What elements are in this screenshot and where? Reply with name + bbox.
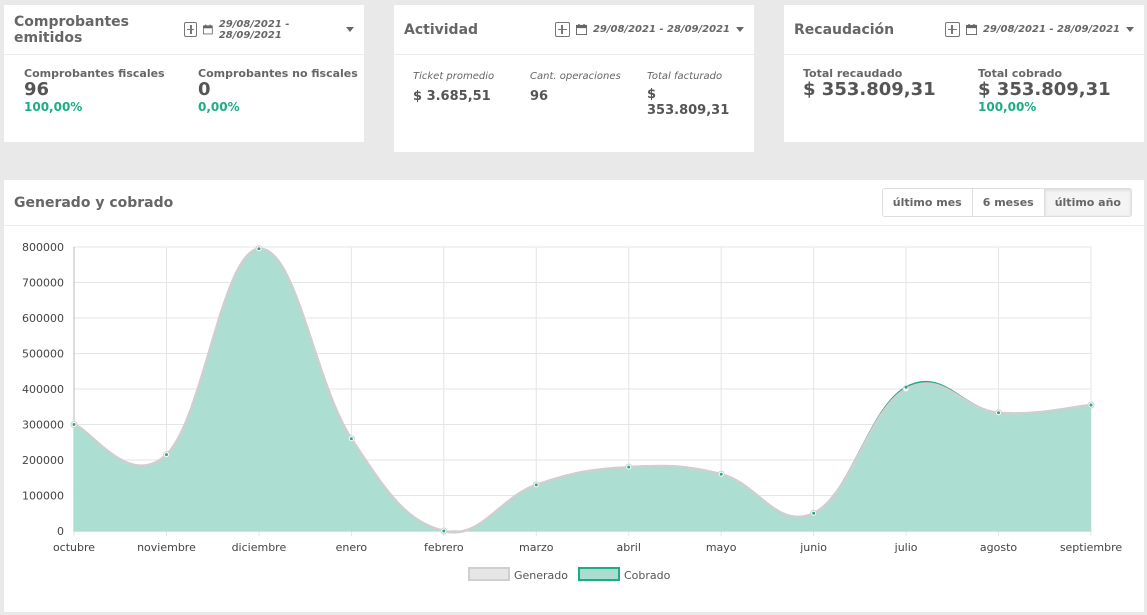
card-header: Comprobantes emitidos 29/08/2021 - 28/09… (4, 5, 364, 55)
x-tick-label: enero (336, 541, 368, 554)
card-tools: 29/08/2021 - 28/09/2021 (183, 18, 354, 41)
stat-label: Comprobantes no fiscales (198, 67, 358, 80)
card-title: Recaudación (794, 21, 895, 38)
chart-panel-header: Generado y cobrado (4, 180, 1144, 226)
stat-percentage: 100,00% (24, 100, 83, 114)
stat-value-cont: 353.809,31 (647, 103, 730, 118)
plus-icon[interactable] (944, 22, 960, 37)
stat-label: Total facturado (647, 71, 723, 82)
legend-label-cobrado: Cobrado (624, 569, 671, 582)
cobrado-point (904, 385, 908, 389)
actividad-card: Actividad 29/08/2021 - 28/09/2021 Ticket… (394, 5, 754, 152)
x-tick-label: diciembre (232, 541, 287, 554)
area-chart: 0 100000 200000 300000 400000 500000 600000 700… (22, 241, 1123, 582)
y-tick-label: 0 (57, 525, 64, 538)
x-tick-label: septiembre (1060, 541, 1123, 554)
y-tick-label: 200000 (22, 454, 64, 467)
stat-value: 96 (530, 89, 549, 104)
calendar-icon (203, 24, 213, 35)
card-header: Recaudación 29/08/2021 - 28/09/2021 (784, 5, 1144, 55)
stat-label: Total recaudado (803, 67, 903, 80)
last-year-button[interactable]: último año (1044, 189, 1131, 216)
stat-label: Comprobantes fiscales (24, 67, 165, 80)
card-title: Comprobantes emitidos (14, 13, 129, 46)
y-tick-label: 700000 (22, 277, 64, 290)
x-tick-label: mayo (706, 541, 737, 554)
cobrado-point (257, 247, 261, 251)
stat-value: $ 353.809,31 (803, 79, 936, 100)
six-months-button[interactable]: 6 meses (972, 189, 1045, 216)
plus-icon[interactable] (183, 22, 198, 37)
date-range-picker[interactable]: 29/08/2021 - 28/09/2021 (218, 18, 290, 41)
recaudacion-card: Recaudación 29/08/2021 - 28/09/2021 Tota… (784, 5, 1144, 142)
cobrado-point (719, 472, 723, 476)
cobrado-point (627, 465, 631, 469)
cobrado-point (442, 529, 446, 533)
card-header: Actividad 29/08/2021 - 28/09/2021 (394, 5, 754, 55)
cobrado-point (72, 423, 76, 426)
chart-panel-title: Generado y cobrado (14, 194, 174, 211)
cobrado-point (812, 511, 816, 515)
x-tick-label: agosto (980, 541, 1017, 554)
chart-panel: Generado y cobrado último mes 6 meses úl… (4, 180, 1144, 612)
y-tick-label: 300000 (22, 419, 64, 432)
stat-ticket-promedio: Ticket promedio $ 3.685,51 (413, 71, 494, 107)
x-tick-label: abril (617, 541, 641, 554)
cobrado-point (1089, 403, 1093, 407)
legend-swatch-generado (468, 567, 510, 581)
legend-label-generado: Generado (514, 569, 568, 582)
x-tick-label: julio (894, 541, 918, 554)
y-tick-label: 800000 (22, 241, 64, 254)
stat-no-fiscales: Comprobantes no fiscales 0 0,00% (198, 67, 358, 114)
stat-label: Total cobrado (978, 67, 1063, 80)
stat-fiscales: Comprobantes fiscales 96 100,00% (24, 67, 165, 114)
stat-value: $ 3.685,51 (413, 89, 491, 104)
stat-label: Cant. operaciones (530, 71, 621, 82)
cobrado-area (74, 248, 1091, 533)
stat-value: 96 (24, 79, 50, 100)
calendar-icon (965, 24, 977, 35)
stat-label: Ticket promedio (413, 71, 495, 82)
x-tick-label: octubre (53, 541, 95, 554)
stat-total-facturado: Total facturado $ 353.809,31 (647, 71, 729, 119)
stat-percentage: 0,00% (198, 100, 240, 114)
plus-icon[interactable] (554, 22, 570, 37)
x-tick-label: noviembre (137, 541, 196, 554)
stat-value: $ 353.809,31 (978, 79, 1111, 100)
stat-cant-operaciones: Cant. operaciones 96 (530, 71, 621, 107)
stat-total-recaudado: Total recaudado $ 353.809,31 (803, 67, 936, 100)
cobrado-point (534, 483, 538, 487)
legend-swatch-cobrado (578, 567, 620, 581)
calendar-icon (575, 24, 587, 35)
card-title: Actividad (404, 21, 479, 38)
stat-value: $ (647, 87, 657, 102)
y-tick-label: 500000 (22, 348, 64, 361)
caret-down-icon[interactable] (1126, 27, 1134, 32)
x-tick-label: febrero (424, 541, 464, 554)
card-tools: 29/08/2021 - 28/09/2021 (554, 22, 744, 37)
card-tools: 29/08/2021 - 28/09/2021 (944, 22, 1134, 37)
date-range-picker[interactable]: 29/08/2021 - 28/09/2021 (982, 24, 1120, 35)
y-tick-label: 600000 (22, 312, 64, 325)
caret-down-icon[interactable] (346, 27, 354, 32)
stat-percentage: 100,00% (978, 100, 1037, 114)
cobrado-point (349, 437, 353, 441)
cobrado-point (164, 453, 168, 457)
date-range-picker[interactable]: 29/08/2021 - 28/09/2021 (592, 24, 730, 35)
stat-value: 0 (198, 79, 211, 100)
cobrado-point (997, 411, 1001, 415)
comprobantes-card: Comprobantes emitidos 29/08/2021 - 28/09… (4, 5, 364, 142)
y-tick-label: 400000 (22, 383, 64, 396)
caret-down-icon[interactable] (736, 27, 744, 32)
period-button-group: último mes 6 meses último año (881, 188, 1132, 217)
x-tick-label: marzo (519, 541, 554, 554)
y-tick-label: 100000 (22, 490, 64, 503)
x-tick-label: junio (799, 541, 827, 554)
stat-total-cobrado: Total cobrado $ 353.809,31 100,00% (978, 67, 1111, 114)
last-month-button[interactable]: último mes (882, 189, 973, 216)
